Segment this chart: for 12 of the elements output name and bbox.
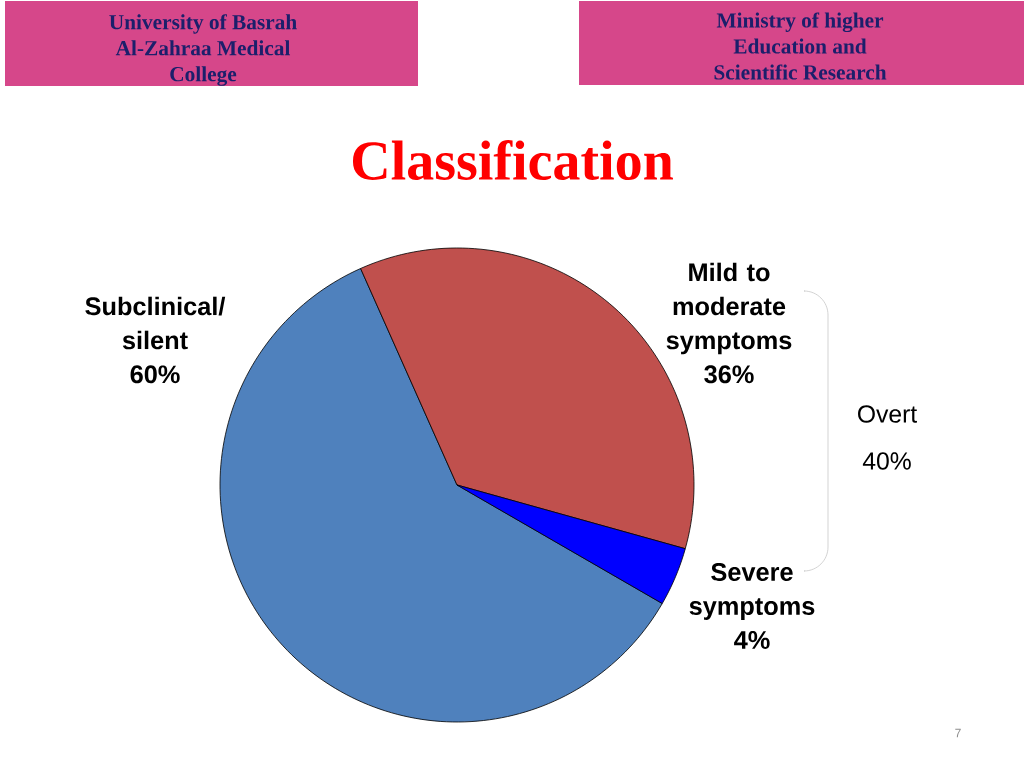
text: 7 xyxy=(955,728,961,738)
slice-label: Mild to moderate symptoms xyxy=(666,262,792,355)
data-label: 36% xyxy=(704,365,754,384)
text: Overt xyxy=(858,405,917,423)
data-label: 60% xyxy=(130,365,180,384)
text: Ministry of higher Education and Scientific Research xyxy=(714,12,887,80)
text: 40% xyxy=(862,452,911,470)
chart-title: Classification xyxy=(352,140,673,180)
text: University of Basrah Al-Zahraa Medical College xyxy=(109,14,297,86)
slice-label: Subclinical/ silent xyxy=(85,296,226,350)
slice-label: Severe symptoms xyxy=(689,563,815,620)
data-label: 4% xyxy=(734,631,770,649)
